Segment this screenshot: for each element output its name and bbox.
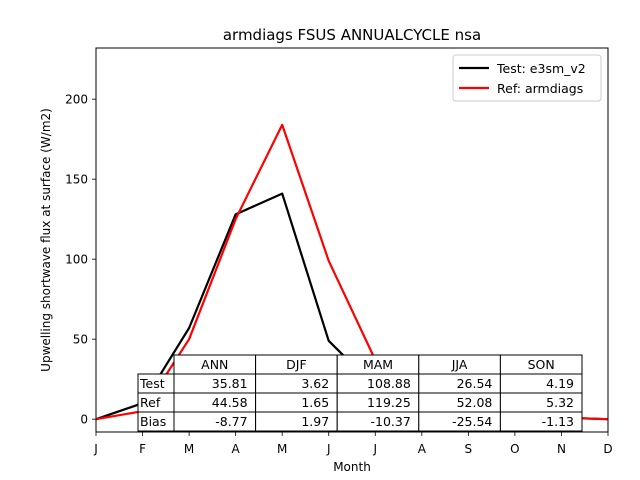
x-tick-label: J <box>326 442 331 456</box>
x-tick-label: N <box>557 442 566 456</box>
chart-title: armdiags FSUS ANNUALCYCLE nsa <box>223 26 481 44</box>
x-tick-label: J <box>372 442 377 456</box>
table-cell-value: 4.19 <box>546 376 574 391</box>
y-tick-label: 150 <box>65 173 88 187</box>
x-axis-label: Month <box>333 460 371 474</box>
x-tick-label: O <box>510 442 519 456</box>
table-cell-value: -1.13 <box>542 414 574 429</box>
table-column-label: SON <box>528 357 555 372</box>
table-cell-value: 1.65 <box>301 395 329 410</box>
table-cell-value: 44.58 <box>212 395 248 410</box>
table-row-label: Ref <box>140 395 161 410</box>
table-column-label: MAM <box>363 357 393 372</box>
table-cell-value: 35.81 <box>212 376 248 391</box>
y-tick-label: 50 <box>73 333 88 347</box>
table-cell-value: 3.62 <box>301 376 329 391</box>
legend-label-ref: Ref: armdiags <box>497 81 583 96</box>
table-column-label: DJF <box>286 357 307 372</box>
x-tick-label: M <box>277 442 287 456</box>
table-row-label: Test <box>139 376 165 391</box>
table-cell-value: 52.08 <box>457 395 493 410</box>
table-cell <box>499 411 583 432</box>
table-cell-value: -8.77 <box>215 414 247 429</box>
legend-label-test: Test: e3sm_v2 <box>496 61 586 76</box>
x-tick-label: M <box>184 442 194 456</box>
y-tick-label: 0 <box>80 413 88 427</box>
table-cell-value: 1.97 <box>301 414 329 429</box>
y-tick-label: 200 <box>65 93 88 107</box>
table-column-label: ANN <box>201 357 228 372</box>
x-tick-label: S <box>465 442 473 456</box>
legend: Test: e3sm_v2 Ref: armdiags <box>452 54 602 102</box>
table-column-label: JJA <box>451 357 468 372</box>
table-row-label: Bias <box>140 414 166 429</box>
table-cell-value: 5.32 <box>546 395 574 410</box>
table-cell-value: 119.25 <box>367 395 411 410</box>
table-cell-value: 108.88 <box>367 376 411 391</box>
x-tick-label: F <box>139 442 146 456</box>
table-cell-value: 26.54 <box>457 376 493 391</box>
x-tick-label: J <box>93 442 98 456</box>
legend-frame <box>452 54 602 102</box>
y-axis-label: Upwelling shortwave flux at surface (W/m… <box>39 108 53 372</box>
x-tick-label: A <box>418 442 427 456</box>
table-cell-value: -10.37 <box>371 414 411 429</box>
plot-frame <box>95 47 609 433</box>
x-tick-label: D <box>603 442 612 456</box>
y-tick-label: 100 <box>65 253 88 267</box>
x-tick-label: A <box>232 442 241 456</box>
table-cell-value: -25.54 <box>452 414 492 429</box>
